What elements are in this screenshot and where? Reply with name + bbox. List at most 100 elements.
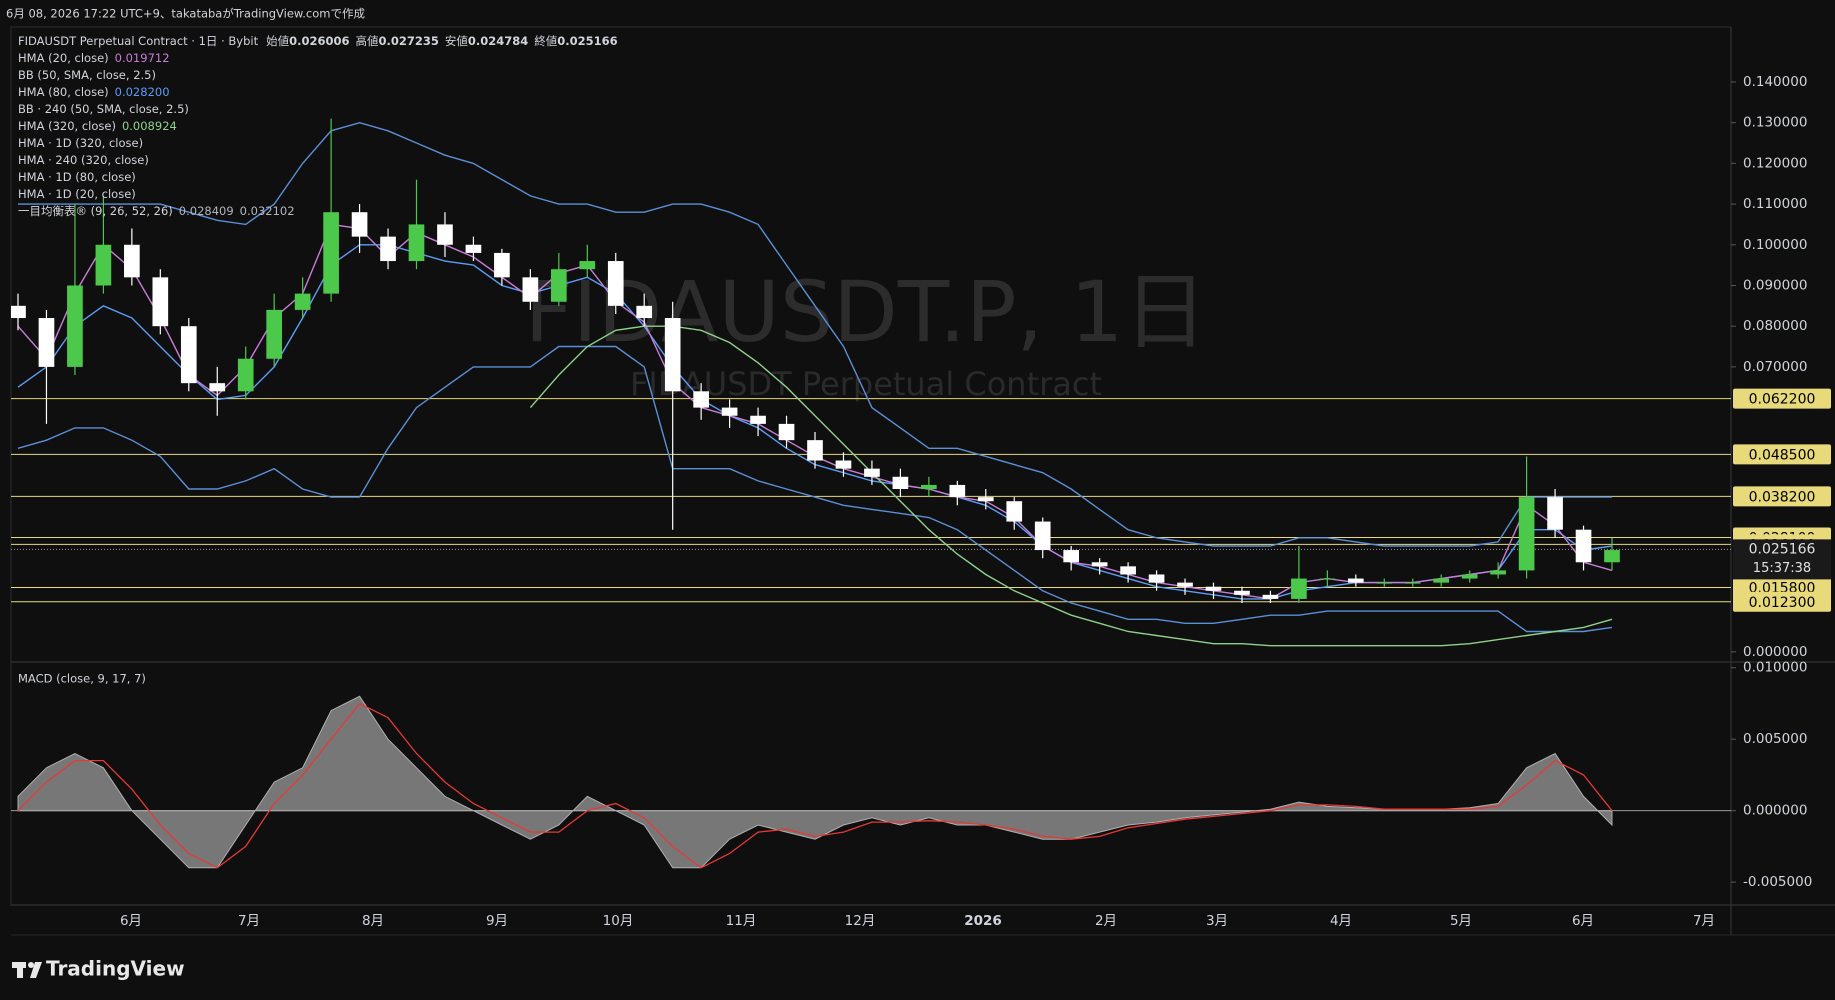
x-tick-label: 7月 xyxy=(238,913,260,929)
macd-pane xyxy=(11,695,1731,869)
logo-part xyxy=(30,962,42,978)
candle-body xyxy=(1490,570,1506,575)
candle-body xyxy=(1120,566,1136,575)
candle-body xyxy=(152,277,169,327)
legend-indicator-value: 0.028200 xyxy=(115,85,170,99)
macd-tick-label: 0.000000 xyxy=(1743,803,1807,819)
candle-body xyxy=(1461,574,1478,579)
candle-body xyxy=(1034,521,1051,551)
legend-indicator-value: 0.008924 xyxy=(122,119,177,133)
legend-indicator: HMA (20, close) 0.019712 xyxy=(18,51,170,65)
legend-indicator-name: BB · 240 (50, SMA, close, 2.5) xyxy=(18,102,189,116)
level-label-bg xyxy=(1733,486,1831,507)
candle-body xyxy=(408,224,425,262)
legend-field-value: 0.024784 xyxy=(468,34,528,48)
legend-symbol: FIDAUSDT Perpetual Contract · 1日 · Bybit xyxy=(18,34,259,48)
candle-body xyxy=(1177,582,1193,587)
x-tick-label: 5月 xyxy=(1450,913,1472,929)
candle-body xyxy=(778,423,795,441)
watermark-title: FIDAUSDT.P, 1日 xyxy=(525,263,1208,361)
x-tick-label: 6月 xyxy=(1572,913,1594,929)
countdown-label: 15:37:38 xyxy=(1753,561,1811,576)
y-tick-label: 0.070000 xyxy=(1743,359,1807,375)
level-label: 0.012300 xyxy=(1749,595,1816,611)
footer-logo xyxy=(12,962,42,978)
legend-indicator-name: HMA (320, close) xyxy=(18,119,116,133)
candle-body xyxy=(921,484,937,490)
x-tick-label: 12月 xyxy=(845,913,876,929)
candle-body xyxy=(750,415,766,424)
candle-body xyxy=(693,391,709,408)
candle-body xyxy=(294,293,311,310)
legend-field-value: 0.027235 xyxy=(379,34,439,48)
legend-indicator: HMA · 1D (80, close) xyxy=(18,170,136,184)
candle-body xyxy=(67,285,83,367)
candle-body xyxy=(95,244,112,286)
candle-body xyxy=(38,318,55,367)
legend-indicator: HMA (80, close) 0.028200 xyxy=(18,85,170,99)
candle-body xyxy=(180,326,197,384)
candle-body xyxy=(465,244,482,253)
candle-body xyxy=(1063,550,1080,563)
legend-indicator: 一目均衡表® (9, 26, 52, 26) 0.028409 0.032102 xyxy=(18,204,295,218)
macd-tick-label: 0.005000 xyxy=(1743,731,1807,747)
candle-body xyxy=(1518,497,1535,571)
legend-indicator: HMA · 1D (320, close) xyxy=(18,136,143,150)
legend-indicator-name: HMA · 1D (80, close) xyxy=(18,170,136,184)
legend-indicator-name: BB (50, SMA, close, 2.5) xyxy=(18,68,156,82)
x-tick-label: 3月 xyxy=(1206,913,1228,929)
candle-body xyxy=(807,440,823,461)
candle-body xyxy=(1604,550,1620,563)
candle-body xyxy=(949,484,966,498)
legend-indicator: HMA · 240 (320, close) xyxy=(18,153,149,167)
candle-body xyxy=(977,497,994,502)
legend-indicator-name: HMA (20, close) xyxy=(18,51,109,65)
candle-body xyxy=(1575,529,1592,563)
macd-tick-label: -0.005000 xyxy=(1743,874,1812,890)
x-tick-label: 4月 xyxy=(1330,913,1352,929)
x-tick-label: 7月 xyxy=(1693,913,1715,929)
legend-indicator-value: 0.032102 xyxy=(240,204,295,218)
last-price-label: 0.025166 xyxy=(1749,541,1816,557)
legend-field-label: 高値 xyxy=(356,34,379,48)
candle-body xyxy=(1404,582,1421,584)
legend-indicator: HMA · 1D (20, close) xyxy=(18,187,136,201)
macd-legend: MACD (close, 9, 17, 7) xyxy=(18,672,146,686)
legend-indicator-value: 0.019712 xyxy=(115,51,170,65)
candle-body xyxy=(237,358,254,392)
last-price-bg xyxy=(1733,539,1831,580)
candle-body xyxy=(1433,578,1450,583)
legend-indicator: BB (50, SMA, close, 2.5) xyxy=(18,68,156,82)
legend-field-value: 0.026006 xyxy=(289,34,349,48)
candle-body xyxy=(209,383,226,392)
candle-body xyxy=(1347,578,1364,583)
candle-body xyxy=(607,261,624,306)
y-tick-label: 0.120000 xyxy=(1743,155,1807,171)
logo-part xyxy=(17,962,23,978)
candle-body xyxy=(1262,594,1279,599)
legend-indicator-name: HMA · 1D (320, close) xyxy=(18,136,143,150)
x-tick-label: 10月 xyxy=(603,913,634,929)
legend-indicator: HMA (320, close) 0.008924 xyxy=(18,119,177,133)
axis: 0.140000 0.130000 0.120000 0.110000 0.100000… xyxy=(120,74,1831,929)
y-tick-label: 0.110000 xyxy=(1743,196,1807,212)
candle-body xyxy=(323,212,339,294)
x-tick-label: 9月 xyxy=(486,913,508,929)
legend: FIDAUSDT Perpetual Contract · 1日 · Bybit… xyxy=(18,34,618,686)
candle-body xyxy=(351,212,368,237)
candle-body xyxy=(494,252,510,278)
candle-body xyxy=(1091,562,1108,567)
candle-body xyxy=(892,476,909,490)
footer-brand: TradingView xyxy=(46,957,185,981)
logo-part xyxy=(28,962,34,968)
level-label: 0.038200 xyxy=(1749,489,1816,505)
candle-body xyxy=(266,309,283,359)
y-tick-label: 0.000000 xyxy=(1743,644,1807,660)
level-label-bg xyxy=(1733,591,1831,612)
header-text: 6月 08, 2026 17:22 UTC+9、takatabaがTrading… xyxy=(6,7,365,21)
legend-field-label: 始値 xyxy=(266,34,289,48)
candle-body xyxy=(380,236,396,262)
candle-body xyxy=(721,407,738,416)
